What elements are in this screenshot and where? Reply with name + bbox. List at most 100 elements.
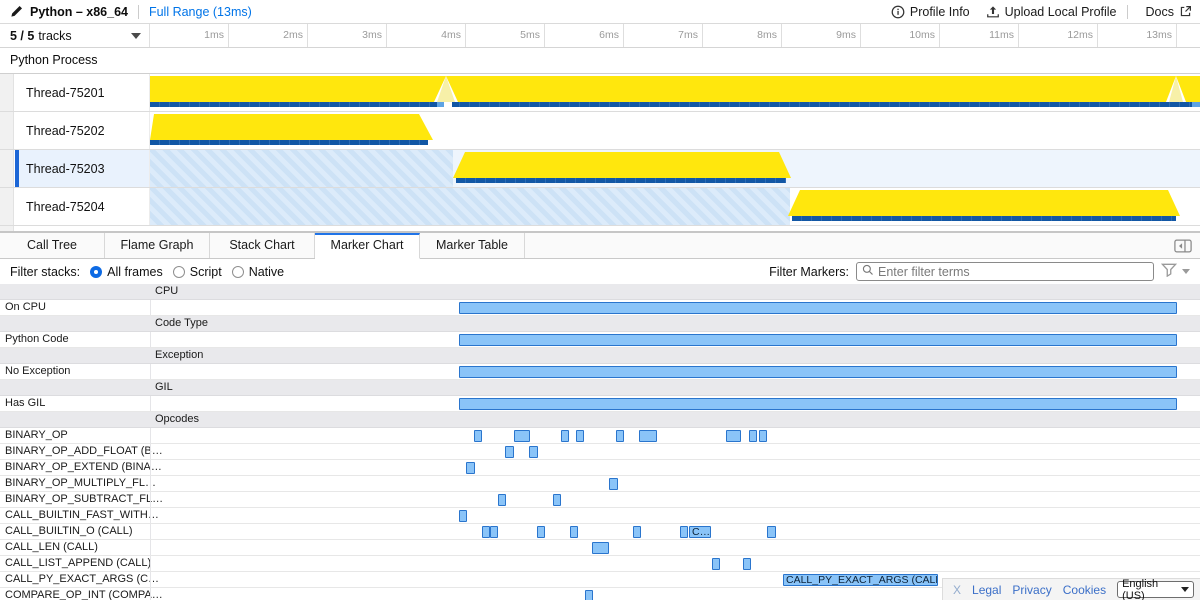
filter-option-all-frames[interactable]: All frames xyxy=(90,265,163,279)
marker-instance[interactable] xyxy=(459,398,1177,410)
marker-instance[interactable] xyxy=(609,478,618,490)
track-activity-graph[interactable] xyxy=(150,150,1200,187)
track-row-thread-75202[interactable]: Thread-75202 xyxy=(0,112,1200,150)
track-row-thread-75203[interactable]: Thread-75203 xyxy=(0,150,1200,188)
radio-button[interactable] xyxy=(231,265,244,278)
radio-button[interactable] xyxy=(172,265,185,278)
tab-marker-table[interactable]: Marker Table xyxy=(420,233,525,258)
ruler-tick: 11ms xyxy=(940,24,1019,47)
footer-link-legal[interactable]: Legal xyxy=(972,582,1002,597)
marker-row-has-gil[interactable]: Has GIL xyxy=(0,396,1200,412)
marker-instance[interactable] xyxy=(767,526,776,538)
profile-info-button[interactable]: Profile Info xyxy=(891,5,970,19)
marker-row-call-builtin-o-call-[interactable]: CALL_BUILTIN_O (CALL) C… xyxy=(0,524,1200,540)
marker-label: C… xyxy=(692,526,711,538)
marker-instance[interactable] xyxy=(459,366,1177,378)
marker-row-python-code[interactable]: Python Code xyxy=(0,332,1200,348)
marker-instance[interactable] xyxy=(576,430,584,442)
marker-instance[interactable] xyxy=(459,334,1177,346)
marker-row-on-cpu[interactable]: On CPU xyxy=(0,300,1200,316)
tab-marker-chart[interactable]: Marker Chart xyxy=(315,233,420,259)
marker-row-compare-op-int-compa-[interactable]: COMPARE_OP_INT (COMPA… xyxy=(0,588,1200,600)
marker-row-call-list-append-call-[interactable]: CALL_LIST_APPEND (CALL) xyxy=(0,556,1200,572)
marker-category-code-type: Code Type xyxy=(0,316,1200,332)
ruler-tick: 3ms xyxy=(308,24,387,47)
marker-instance[interactable] xyxy=(585,590,593,600)
footer-link-cookies[interactable]: Cookies xyxy=(1062,582,1107,597)
marker-row-binary-op[interactable]: BINARY_OP xyxy=(0,428,1200,444)
marker-row-call-len-call-[interactable]: CALL_LEN (CALL) xyxy=(0,540,1200,556)
marker-filter-searchbox[interactable] xyxy=(856,262,1154,281)
full-range-button[interactable]: Full Range (13ms) xyxy=(148,4,252,19)
sidebar-toggle-button[interactable] xyxy=(1174,239,1192,253)
edit-profile-name-icon[interactable] xyxy=(10,5,23,18)
marker-filter-input[interactable] xyxy=(878,264,1148,279)
marker-instance[interactable] xyxy=(482,526,490,538)
topbar: Python – x86_64 Full Range (13ms) Profil… xyxy=(0,0,1200,24)
marker-instance[interactable] xyxy=(459,510,467,522)
marker-instance[interactable] xyxy=(592,542,609,554)
track-activity-graph[interactable] xyxy=(150,112,1200,149)
marker-instance[interactable] xyxy=(505,446,514,458)
filter-row: Filter stacks: All frames Script Native Fi… xyxy=(0,259,1200,284)
timeline-ruler[interactable]: 1ms 2ms 3ms 4ms 5ms 6ms 7ms 8ms 9ms 10ms 11ms 12ms 1… xyxy=(150,24,1200,47)
track-row-thread-75201[interactable]: Thread-75201 xyxy=(0,74,1200,112)
tab-stack-chart[interactable]: Stack Chart xyxy=(210,233,315,258)
process-label: Python Process xyxy=(10,53,98,67)
tab-flame-graph[interactable]: Flame Graph xyxy=(105,233,210,258)
marker-instance[interactable] xyxy=(680,526,688,538)
marker-row-call-py-exact-args-c-[interactable]: CALL_PY_EXACT_ARGS (C… CALL_PY_EXACT_ARGS… xyxy=(0,572,1200,588)
marker-instance[interactable] xyxy=(633,526,641,538)
marker-instance[interactable] xyxy=(743,558,751,570)
tab-call-tree[interactable]: Call Tree xyxy=(0,233,105,258)
radio-button[interactable] xyxy=(90,265,103,278)
cpu-dip-notch xyxy=(434,76,458,102)
ruler-tick: 12ms xyxy=(1019,24,1098,47)
marker-instance[interactable] xyxy=(553,494,561,506)
marker-row-no-exception[interactable]: No Exception xyxy=(0,364,1200,380)
chevron-down-icon[interactable] xyxy=(1182,269,1190,274)
docs-link[interactable]: Docs xyxy=(1146,5,1192,19)
marker-row-binary-op-add-float-b-[interactable]: BINARY_OP_ADD_FLOAT (B… xyxy=(0,444,1200,460)
track-row-thread-75204[interactable]: Thread-75204 xyxy=(0,188,1200,226)
marker-row-binary-op-multiply-fl-[interactable]: BINARY_OP_MULTIPLY_FL… xyxy=(0,476,1200,492)
marker-row-binary-op-subtract-fl-[interactable]: BINARY_OP_SUBTRACT_FL… xyxy=(0,492,1200,508)
upload-profile-button[interactable]: Upload Local Profile xyxy=(986,5,1117,19)
marker-instance[interactable]: C… xyxy=(689,526,711,538)
funnel-icon[interactable] xyxy=(1160,263,1178,280)
marker-instance[interactable] xyxy=(639,430,657,442)
panel-splitter[interactable] xyxy=(0,231,1200,233)
marker-instance[interactable] xyxy=(570,526,578,538)
marker-instance[interactable] xyxy=(459,302,1177,314)
filter-option-script[interactable]: Script xyxy=(172,264,222,279)
footer-link-privacy[interactable]: Privacy xyxy=(1012,582,1052,597)
marker-instance[interactable] xyxy=(561,430,569,442)
marker-instance[interactable] xyxy=(514,430,530,442)
marker-category-exception: Exception xyxy=(0,348,1200,364)
filter-option-native[interactable]: Native xyxy=(231,265,284,279)
track-activity-graph[interactable] xyxy=(150,188,1200,225)
marker-instance[interactable]: CALL_PY_EXACT_ARGS (CALL) xyxy=(783,574,938,586)
marker-instance[interactable] xyxy=(474,430,482,442)
marker-instance[interactable] xyxy=(616,430,624,442)
marker-instance[interactable] xyxy=(490,526,498,538)
marker-row-label: CALL_BUILTIN_O (CALL) xyxy=(5,525,133,537)
radio-label: Script xyxy=(189,264,222,279)
track-activity-graph[interactable] xyxy=(150,74,1200,111)
marker-instance[interactable] xyxy=(726,430,741,442)
tracks-dropdown[interactable]: 5 / 5 tracks xyxy=(0,24,150,47)
marker-row-label: CALL_LIST_APPEND (CALL) xyxy=(5,557,152,569)
marker-instance[interactable] xyxy=(529,446,538,458)
marker-instance[interactable] xyxy=(749,430,757,442)
marker-instance[interactable] xyxy=(498,494,506,506)
marker-row-call-builtin-fast-with-[interactable]: CALL_BUILTIN_FAST_WITH… xyxy=(0,508,1200,524)
marker-instance[interactable] xyxy=(466,462,475,474)
process-track-header[interactable]: Python Process xyxy=(0,48,1200,74)
language-select[interactable]: English (US) xyxy=(1117,578,1194,600)
marker-instance[interactable] xyxy=(759,430,767,442)
marker-instance[interactable] xyxy=(537,526,545,538)
marker-instance[interactable] xyxy=(712,558,720,570)
marker-row-binary-op-extend-bina-[interactable]: BINARY_OP_EXTEND (BINA… xyxy=(0,460,1200,476)
samples-strip xyxy=(150,102,1200,107)
footer-link-x[interactable]: X xyxy=(953,582,962,597)
